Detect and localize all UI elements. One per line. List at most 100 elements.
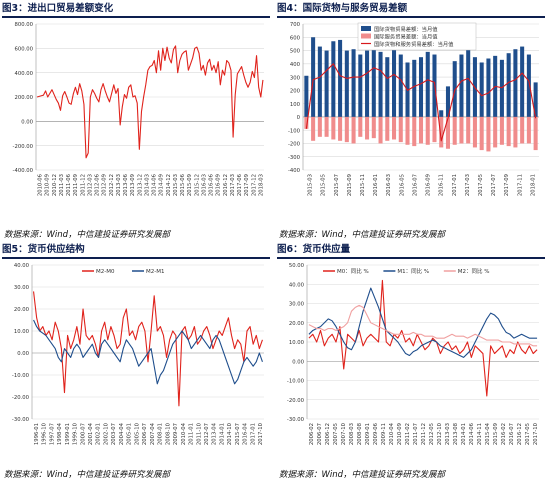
chart-title: 图3：进出口贸易差额变化 [2,3,114,14]
y-tick-label: 10.00 [289,340,305,346]
x-tick-label: 2007-04 [150,422,156,445]
money-supply-chart: 50.00 40.00 30.00 20.00 10.00 0.00 -10.00 -20.0… [287,263,539,445]
bar [445,116,450,149]
bar [378,51,383,117]
x-tick-label: 2014-09 [159,174,165,196]
x-tick-label: 2017-09 [244,174,250,196]
x-tick-label: 2017-05 [478,174,484,196]
chart-title: 图4：国际货物与服务贸易差额 [277,3,408,14]
x-tick-label: 2017-12 [251,174,257,196]
bar [526,54,531,117]
x-tick-label: 2011-12 [80,174,86,196]
y-tick-label: 20.00 [14,307,30,313]
series-line [305,63,537,142]
y-tick-label: -20.00 [12,395,30,401]
x-tick-label: 2016-06 [209,173,215,196]
y-tick-label: 400 [290,62,301,68]
y-tick-label: 100 [290,102,301,108]
x-tick-label: 2007-05 [333,423,339,445]
bar [317,46,322,117]
trade-balance-chart: 800.00 600.00 400.00 200.00 0.00 -200.00 -400.… [13,22,265,196]
bar [344,116,349,143]
x-tick-label: 2012-07 [204,423,210,445]
bar [338,39,343,117]
x-tick-label: 2018-01 [530,174,536,196]
x-tick-label: 1998-04 [57,422,63,445]
x-tick-label: 2017-03 [230,174,236,196]
x-tick-label: 1996-01 [34,423,40,445]
bar [304,116,309,129]
x-tick-label: 2016-09 [426,174,432,196]
bar [418,116,424,144]
bar [338,116,343,141]
title-divider [277,257,545,259]
x-tick-label: 2014-01 [461,423,467,445]
x-tick-label: 2015-04 [485,422,491,445]
source-note: 数据来源：Wind，中信建投证券研究发展部 [279,230,446,240]
y-tick-label: 40.00 [14,263,30,269]
x-tick-label: 1997-07 [49,423,55,445]
x-tick-label: 2012-05 [429,423,435,445]
x-tick-label: 2017-09 [504,174,510,196]
bar [392,116,397,140]
x-tick-label: 2011-12 [421,423,427,445]
bar [351,49,356,117]
x-tick-label: 2016-04 [243,422,249,445]
title-divider [277,16,545,18]
source-note: 数据来源：Wind，中信建投证券研究发展部 [4,230,171,240]
y-tick-label: -400 [288,168,301,174]
series-line [308,279,538,397]
series-line [36,45,264,159]
x-tick-label: 2003-07 [111,423,117,445]
legend-label: M1：同比 % [397,267,429,275]
y-tick-label: -10.00 [287,379,305,385]
bar [385,57,390,117]
legend-swatch [361,33,371,39]
x-tick-label: 2016-01 [373,174,379,196]
x-tick-label: 2010-09 [397,423,403,445]
y-tick-label: -10.00 [12,373,30,379]
x-tick-label: 2013-03 [116,174,122,196]
x-tick-label: 2010-04 [389,422,395,445]
y-tick-label: -20.00 [287,398,305,404]
x-tick-label: 2007-10 [341,422,347,445]
x-tick-label: 2013-03 [445,423,451,445]
bar [445,86,450,117]
x-tick-label: 2016-03 [386,174,392,196]
legend-label: 国际货物和服务贸易差额：当月值 [374,40,454,48]
series-line [33,291,263,407]
y-tick-label: 50.00 [289,263,305,269]
y-tick-label: 700 [290,22,301,28]
y-tick-label: 400.00 [14,71,33,77]
legend-label: M2：同比 % [458,267,490,275]
x-tick-label: 1999-01 [65,423,71,445]
series-line [308,287,538,358]
bar [398,116,403,143]
y-tick-label: 0.00 [17,351,29,357]
bar [486,116,491,152]
bar [412,116,417,147]
x-tick-label: 2016-05 [399,174,405,196]
source-note: 数据来源：Wind，中信建投证券研究发展部 [279,470,446,480]
x-tick-label: 2016-07 [412,174,418,196]
bar [513,116,518,148]
bar [439,110,444,117]
x-tick-label: 2010-04 [181,422,187,445]
y-tick-label: -100 [288,128,301,134]
bar [331,41,336,117]
x-tick-label: 2000-07 [80,423,86,445]
bar [371,116,376,139]
x-tick-label: 2005-10 [134,422,140,445]
series-line [33,319,263,385]
bar [479,62,484,117]
bar [331,116,336,140]
bar [311,37,316,117]
bar [452,116,457,145]
x-tick-label: 2015-09 [493,423,499,445]
y-tick-label: 300 [290,75,301,81]
legend-label: 国际货物贸易差额：当月值 [374,25,438,33]
legend-label: M0：同比 % [337,267,369,275]
x-tick-label: 2002-10 [103,422,109,445]
x-tick-label: 2011-10 [196,422,202,445]
x-tick-label: 1999-10 [73,422,79,445]
